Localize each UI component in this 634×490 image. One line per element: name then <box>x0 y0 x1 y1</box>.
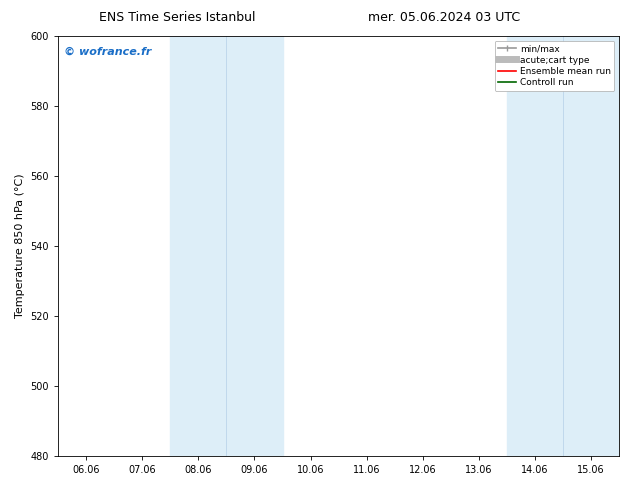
Y-axis label: Temperature 850 hPa (°C): Temperature 850 hPa (°C) <box>15 174 25 318</box>
Bar <box>507 36 619 456</box>
Text: © wofrance.fr: © wofrance.fr <box>64 47 151 57</box>
Text: mer. 05.06.2024 03 UTC: mer. 05.06.2024 03 UTC <box>368 11 520 24</box>
Legend: min/max, acute;cart type, Ensemble mean run, Controll run: min/max, acute;cart type, Ensemble mean … <box>495 41 614 91</box>
Bar <box>171 36 283 456</box>
Text: ENS Time Series Istanbul: ENS Time Series Istanbul <box>100 11 256 24</box>
